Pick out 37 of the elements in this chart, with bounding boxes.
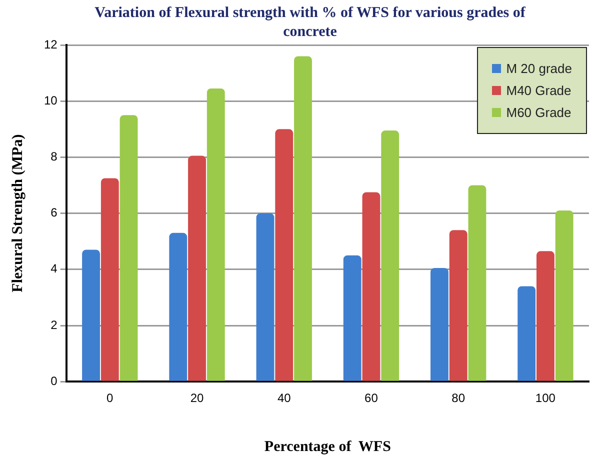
bar [555,210,574,381]
y-tick-label: 6 [50,206,58,220]
bar [169,232,188,381]
x-axis-title: Percentage of WFS [264,438,391,455]
bar [381,130,400,381]
legend-label: M40 Grade [506,83,572,98]
y-tick-label: 12 [44,37,58,52]
x-tick-label: 100 [535,391,556,406]
y-tick-label: 2 [50,318,58,332]
x-tick-label: 80 [452,391,466,406]
bar [120,115,138,381]
y-tick-label: 0 [50,374,58,388]
bar [188,156,206,381]
x-tick-label: 40 [277,391,292,406]
bar [100,178,119,381]
y-tick-label: 4 [50,262,58,276]
chart-title: Variation of Flexural strength with % of WFS for various grades of concrete [94,4,526,42]
x-tick-label: 0 [106,391,114,406]
x-tick-label: 60 [364,391,378,406]
bar [449,230,468,381]
bar [275,129,294,381]
bar [518,286,536,381]
bar [343,255,362,381]
bar [468,185,486,381]
bar [294,56,312,381]
legend-label: M60 Grade [506,105,572,120]
bar [256,213,274,381]
bar [536,251,554,381]
y-tick-label: 10 [44,93,58,108]
bar [362,192,380,381]
bar [206,88,225,381]
bar [430,268,448,381]
y-tick-label: 8 [50,150,58,164]
x-tick-label: 20 [190,391,204,406]
y-axis-title: Flexural Strength (MPa) [10,134,26,292]
legend-label: M 20 grade [506,61,572,76]
bar [82,250,100,381]
